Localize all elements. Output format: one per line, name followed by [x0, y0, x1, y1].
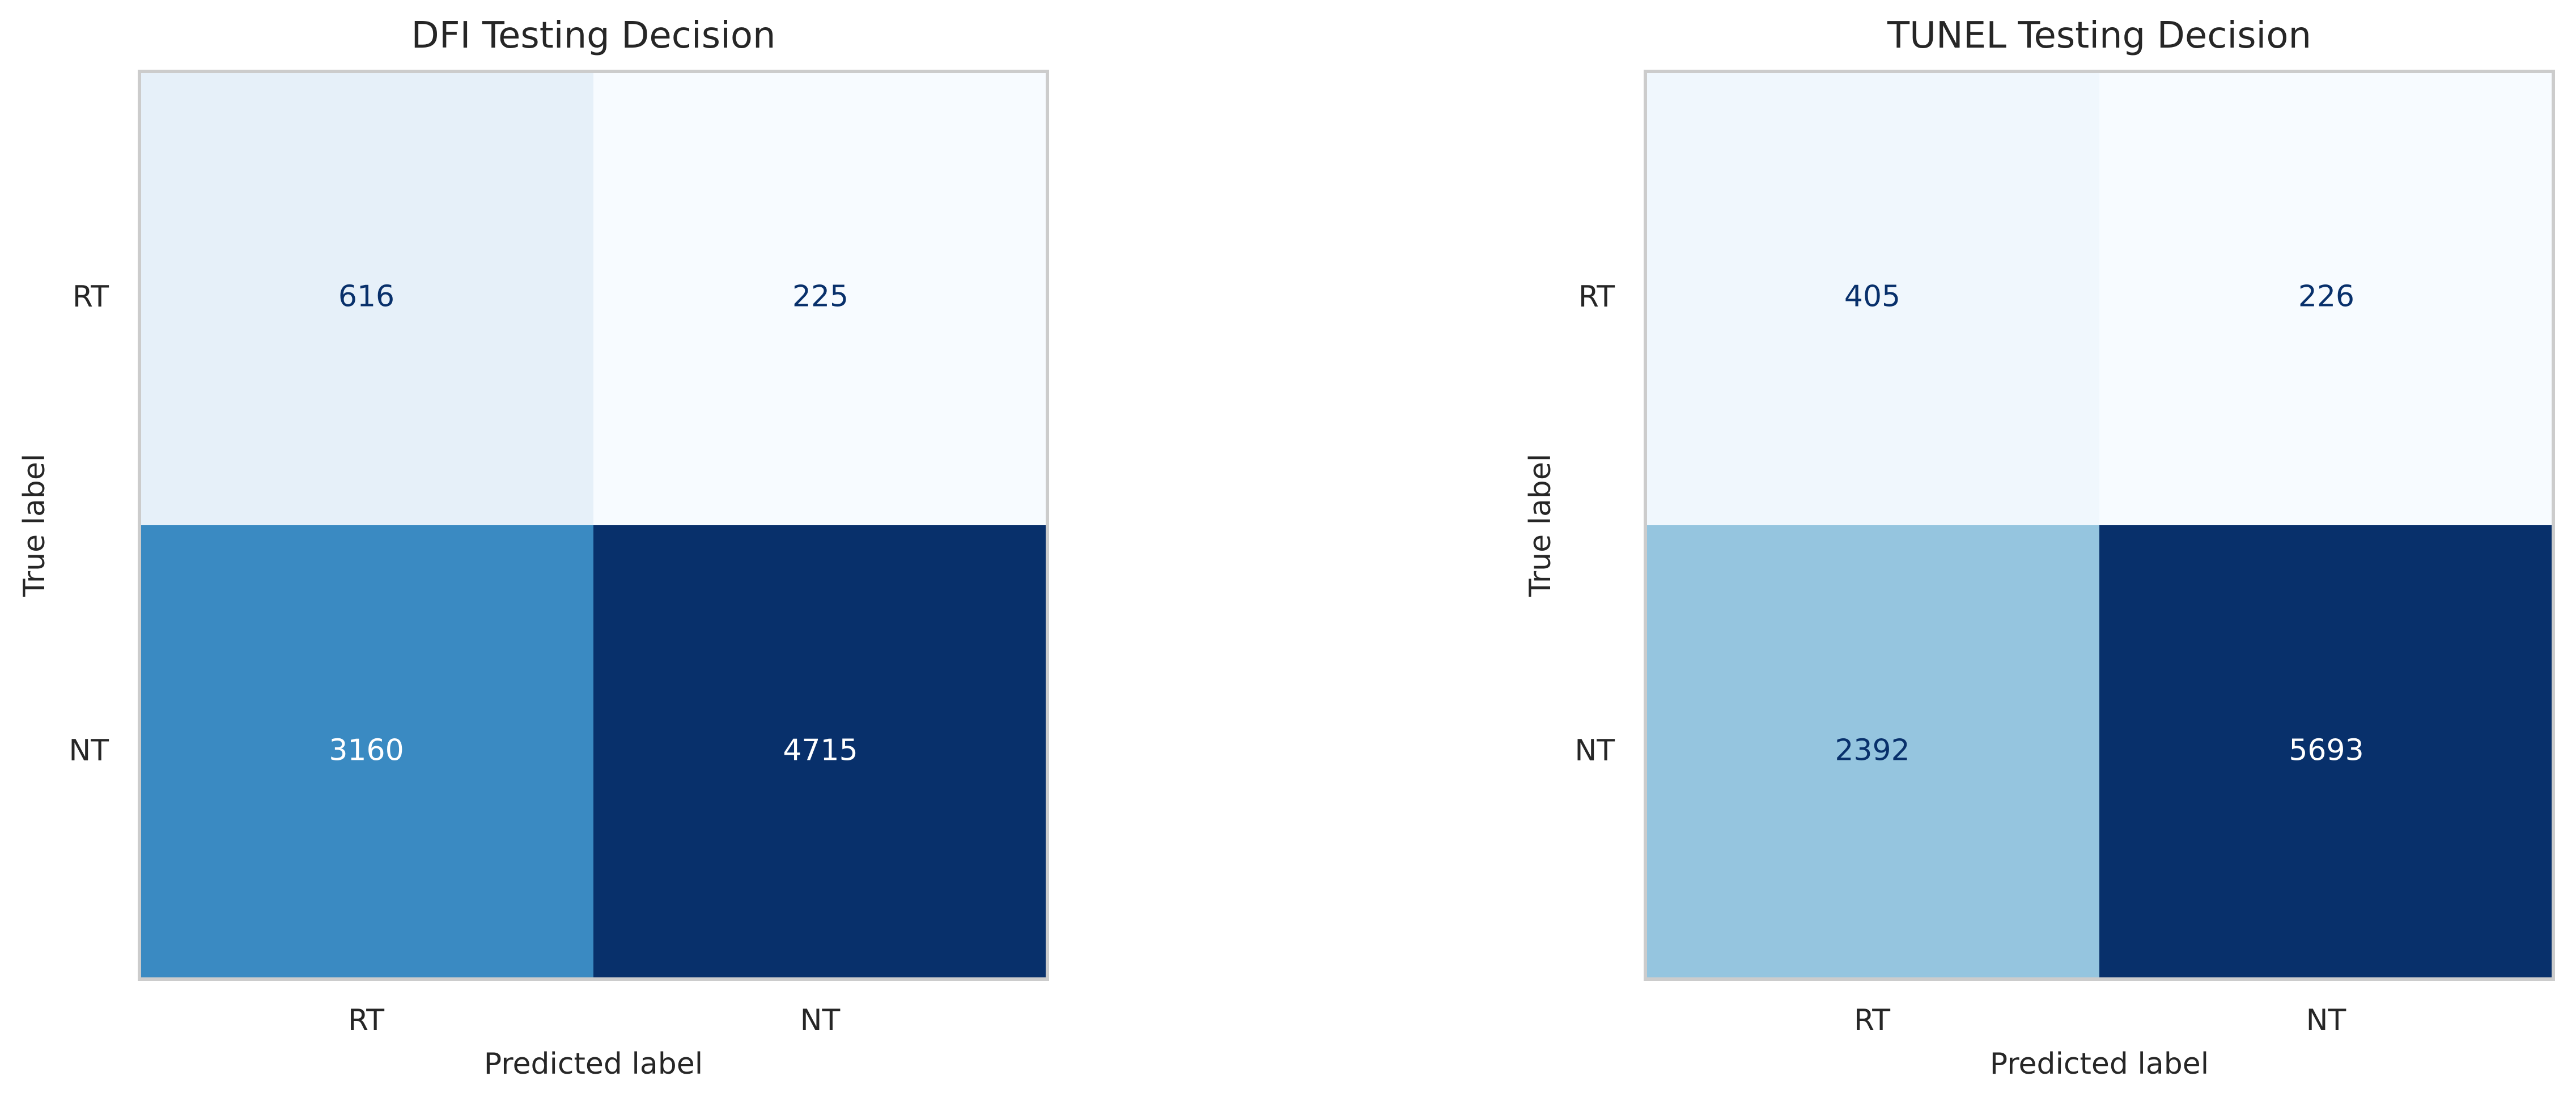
confusion-matrix-dfi: DFI Testing Decision 616 225 3160 4715 RT N…: [18, 15, 1049, 1081]
x-tick-label: NT: [800, 1003, 841, 1037]
heatmap-cell: [2099, 71, 2554, 526]
cell-value-label: 5693: [2289, 734, 2363, 768]
y-tick-label: RT: [1578, 280, 1615, 314]
heatmap-cell: [139, 525, 594, 980]
plot-frame: [1644, 70, 2555, 981]
cell-value-label: 3160: [329, 734, 404, 768]
cell-value-label: 616: [338, 280, 394, 314]
chart-title: DFI Testing Decision: [411, 15, 775, 57]
x-tick-label: RT: [348, 1003, 384, 1037]
heatmap-cell: [2099, 525, 2554, 980]
cell-value-label: 2392: [1835, 734, 1909, 768]
heatmap-cell: [593, 71, 1048, 526]
cell-value-labels: 616 225 3160 4715: [329, 280, 858, 768]
y-tick-label: NT: [1575, 734, 1615, 768]
cell-value-label: 4715: [783, 734, 858, 768]
heatmap-cell: [1645, 71, 2100, 526]
chart-title: TUNEL Testing Decision: [1887, 15, 2311, 57]
heatmap-cell: [1645, 525, 2100, 980]
cell-value-label: 225: [792, 280, 848, 314]
x-tick-label: RT: [1854, 1003, 1890, 1037]
cell-value-label: 405: [1844, 280, 1900, 314]
plot-frame: [138, 70, 1049, 981]
heatmap-cells: [139, 71, 1048, 980]
cell-value-labels: 405 226 2392 5693: [1835, 280, 2363, 768]
heatmap-cells: [1645, 71, 2554, 980]
y-tick-label: RT: [73, 280, 109, 314]
x-axis-label: Predicted label: [1990, 1047, 2209, 1081]
y-axis-label: True label: [18, 454, 52, 598]
heatmap-cell: [139, 71, 594, 526]
x-tick-label: NT: [2306, 1003, 2346, 1037]
y-axis-label: True label: [1523, 454, 1558, 598]
heatmap-cell: [593, 525, 1048, 980]
y-tick-label: NT: [69, 734, 109, 768]
confusion-matrix-tunel: TUNEL Testing Decision 405 226 2392 5693 RT…: [1523, 15, 2555, 1081]
x-axis-label: Predicted label: [484, 1047, 703, 1081]
cell-value-label: 226: [2298, 280, 2354, 314]
